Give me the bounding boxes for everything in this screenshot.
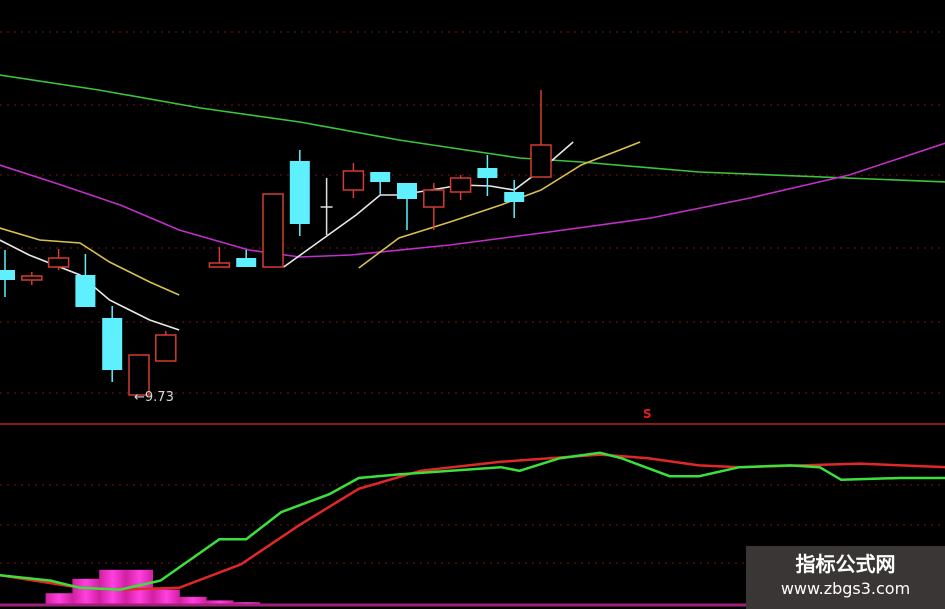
candles <box>0 90 552 396</box>
candle-body-up <box>128 354 150 396</box>
candle <box>102 306 123 382</box>
watermark-title: 指标公式网 <box>795 552 896 576</box>
candle-body-up <box>449 177 472 193</box>
histogram-bar <box>152 589 180 604</box>
candle <box>342 163 365 198</box>
candle-body-down <box>75 275 96 307</box>
candle <box>320 178 333 235</box>
histogram-bar <box>99 569 127 604</box>
candle-body-up <box>342 170 365 191</box>
ma-line <box>0 227 180 296</box>
indicator-histogram <box>45 569 261 604</box>
candle <box>155 331 177 362</box>
indicator-line <box>0 451 945 591</box>
candle <box>0 250 15 297</box>
candle <box>370 172 391 195</box>
histogram-bar <box>45 593 73 604</box>
grid-lines <box>0 31 945 564</box>
histogram-bar <box>72 578 100 604</box>
candle <box>449 175 472 200</box>
candle-body-up <box>21 275 43 281</box>
candle <box>289 150 310 236</box>
ma-line <box>358 141 641 269</box>
low-price-label: ←9.73 <box>134 390 174 405</box>
indicator-lines <box>0 451 945 591</box>
candle <box>208 247 231 268</box>
histogram-bar <box>206 600 234 604</box>
candle-body-down <box>0 270 15 280</box>
signal-label: S <box>643 407 652 421</box>
candle <box>397 183 417 230</box>
candle-body-down <box>289 161 310 224</box>
candle-body-down <box>477 168 498 178</box>
watermark-url: www.zbgs3.com <box>780 579 911 598</box>
histogram-bar <box>233 602 261 604</box>
candle <box>530 90 552 178</box>
candle-body-up <box>262 193 284 268</box>
candle <box>128 354 150 396</box>
candle <box>236 250 257 267</box>
candle-body-up <box>423 189 445 208</box>
candle <box>47 249 70 270</box>
candle-body-up <box>530 144 552 178</box>
candle-body-up <box>47 257 70 268</box>
candle <box>75 254 96 307</box>
candle <box>477 155 498 196</box>
candle-body-down <box>102 318 123 370</box>
candle <box>504 180 525 218</box>
histogram-bar <box>179 596 207 604</box>
candle-body-up <box>208 262 231 268</box>
watermark: 指标公式网 www.zbgs3.com <box>746 546 945 609</box>
candle <box>423 183 445 230</box>
candle <box>262 193 284 268</box>
candle-body-down <box>504 192 525 202</box>
ma-line <box>0 142 945 258</box>
moving-average-lines <box>0 74 945 331</box>
candle-body-down <box>236 258 257 267</box>
candle-body-down <box>370 172 391 182</box>
candle-body-up <box>155 334 177 362</box>
candle-body-down <box>397 183 417 199</box>
ma-line <box>0 74 945 183</box>
candle <box>21 272 43 285</box>
